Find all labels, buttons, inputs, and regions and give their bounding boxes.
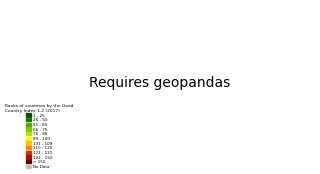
Text: Requires geopandas: Requires geopandas — [89, 76, 231, 90]
Legend: 1 - 25, 26 - 50, 51 - 65, 66 - 75, 76 - 88, 89 - 100, 101 - 109, 110 - 120, 121 : 1 - 25, 26 - 50, 51 - 65, 66 - 75, 76 - … — [4, 103, 75, 171]
